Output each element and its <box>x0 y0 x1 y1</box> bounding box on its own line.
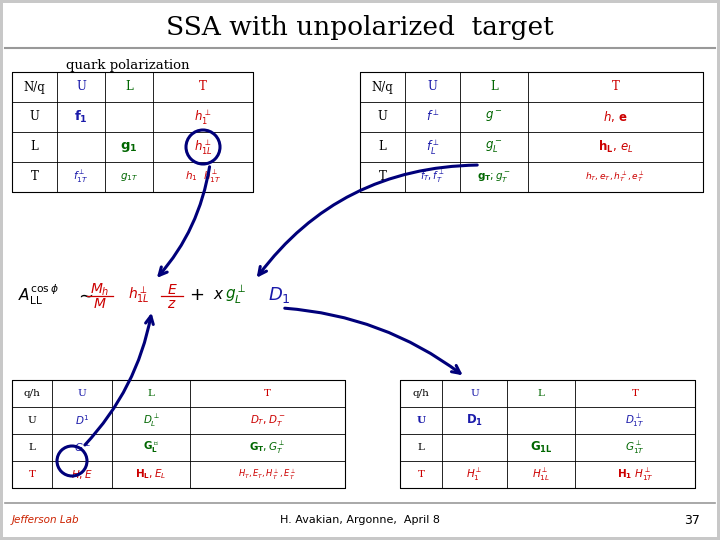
Text: $G_{1T}^\perp$: $G_{1T}^\perp$ <box>625 440 645 456</box>
Text: U: U <box>30 111 40 124</box>
Text: q/h: q/h <box>413 389 429 398</box>
Text: quark polarization: quark polarization <box>66 58 190 71</box>
Text: U: U <box>377 111 387 124</box>
Text: $\mathbf{g_1}$: $\mathbf{g_1}$ <box>120 140 138 154</box>
Text: $z$: $z$ <box>167 297 177 311</box>
Text: T: T <box>29 470 35 479</box>
Text: T: T <box>264 389 271 398</box>
Text: T: T <box>418 470 425 479</box>
Text: $\mathbf{G_T},G_T^\perp$: $\mathbf{G_T},G_T^\perp$ <box>249 440 286 456</box>
Text: N/q: N/q <box>24 80 45 93</box>
Text: $h_1^\perp$: $h_1^\perp$ <box>194 108 212 126</box>
Text: U: U <box>470 389 479 398</box>
Text: $h_{1L}^\perp$: $h_{1L}^\perp$ <box>128 285 150 305</box>
Text: $\mathbf{g_T};g_T^-$: $\mathbf{g_T};g_T^-$ <box>477 170 511 184</box>
Text: $D_L^\perp$: $D_L^\perp$ <box>143 413 159 429</box>
Bar <box>12 72 253 192</box>
Text: $f_L^\perp$: $f_L^\perp$ <box>426 138 439 156</box>
Text: 37: 37 <box>684 514 700 526</box>
Text: $M$: $M$ <box>93 297 107 311</box>
Text: $D_1$: $D_1$ <box>268 285 291 305</box>
Text: q/h: q/h <box>24 389 40 398</box>
FancyArrowPatch shape <box>285 308 460 373</box>
Text: T: T <box>611 80 619 93</box>
Text: $M_h$: $M_h$ <box>90 282 109 298</box>
Text: $\mathbf{G_{1L}}$: $\mathbf{G_{1L}}$ <box>530 440 552 455</box>
Text: $f_T,f_T^\perp$: $f_T,f_T^\perp$ <box>420 169 445 185</box>
Text: H. Avakian, Argonne,  April 8: H. Avakian, Argonne, April 8 <box>280 515 440 525</box>
Text: $H,E$: $H,E$ <box>71 468 93 481</box>
Text: $\mathbf{h_L},\,e_L$: $\mathbf{h_L},\,e_L$ <box>598 139 633 155</box>
Text: L: L <box>418 443 424 452</box>
Text: $H_{1L}^\perp$: $H_{1L}^\perp$ <box>532 467 550 483</box>
Text: L: L <box>125 80 133 93</box>
Text: $\mathbf{H_1}\ H_{1T}^\perp$: $\mathbf{H_1}\ H_{1T}^\perp$ <box>616 467 654 483</box>
Text: Jefferson Lab: Jefferson Lab <box>12 515 80 525</box>
Text: $h,\,\mathbf{e}$: $h,\,\mathbf{e}$ <box>603 110 628 125</box>
Text: $G^\perp$: $G^\perp$ <box>73 441 91 454</box>
Text: SSA with unpolarized  target: SSA with unpolarized target <box>166 16 554 40</box>
FancyArrowPatch shape <box>258 165 477 275</box>
Text: L: L <box>31 140 38 153</box>
Text: $h_1\ \ h_{1T}^\perp$: $h_1\ \ h_{1T}^\perp$ <box>185 169 221 185</box>
Bar <box>12 380 345 488</box>
Text: $A_{\rm LL}^{\cos\phi}$: $A_{\rm LL}^{\cos\phi}$ <box>18 282 59 307</box>
Text: N/q: N/q <box>372 80 393 93</box>
Text: L: L <box>148 389 154 398</box>
FancyArrowPatch shape <box>85 316 153 445</box>
Text: U: U <box>416 416 426 425</box>
Text: T: T <box>30 171 38 184</box>
Text: T: T <box>199 80 207 93</box>
Text: L: L <box>538 389 544 398</box>
Text: T: T <box>379 171 387 184</box>
Text: $h_{1L}^\perp$: $h_{1L}^\perp$ <box>194 138 212 156</box>
Text: L: L <box>379 140 387 153</box>
Text: U: U <box>78 389 86 398</box>
Text: $g_L^-$: $g_L^-$ <box>485 139 503 154</box>
Text: U: U <box>76 80 86 93</box>
Text: L: L <box>29 443 35 452</box>
Bar <box>400 380 695 488</box>
Text: $x$: $x$ <box>213 288 225 302</box>
Text: $g_L^\perp$: $g_L^\perp$ <box>225 284 246 306</box>
Text: $\mathbf{D_1}$: $\mathbf{D_1}$ <box>466 413 483 428</box>
Text: $D^1$: $D^1$ <box>75 414 89 427</box>
Text: $g_{1T}$: $g_{1T}$ <box>120 171 138 183</box>
Text: $f^\perp$: $f^\perp$ <box>426 110 439 124</box>
Text: L: L <box>490 80 498 93</box>
Text: T: T <box>631 389 639 398</box>
FancyArrowPatch shape <box>159 167 210 275</box>
Text: $g^-$: $g^-$ <box>485 110 503 124</box>
Bar <box>360 72 703 192</box>
Text: $f_{1T}^\perp$: $f_{1T}^\perp$ <box>73 169 89 185</box>
Text: $H_T,E_T,H_T^\perp,E_T^\perp$: $H_T,E_T,H_T^\perp,E_T^\perp$ <box>238 468 297 482</box>
Text: U: U <box>428 80 438 93</box>
Text: $H_1^\perp$: $H_1^\perp$ <box>466 467 483 483</box>
Text: $+$: $+$ <box>189 286 204 304</box>
Text: $D_{1T}^\perp$: $D_{1T}^\perp$ <box>625 413 644 429</box>
Text: $E$: $E$ <box>166 283 177 297</box>
Text: U: U <box>27 416 37 425</box>
Text: $\sim$: $\sim$ <box>75 286 94 304</box>
Text: $\mathbf{H_L},E_L$: $\mathbf{H_L},E_L$ <box>135 468 166 481</box>
Text: $h_T,e_T,h_T^\perp,e_T^\perp$: $h_T,e_T,h_T^\perp,e_T^\perp$ <box>585 170 646 185</box>
Text: $D_T,D_T^-$: $D_T,D_T^-$ <box>250 413 285 428</box>
Text: $\mathbf{G_L^\perp}$: $\mathbf{G_L^\perp}$ <box>143 440 159 455</box>
Text: $\mathbf{f_1}$: $\mathbf{f_1}$ <box>74 109 88 125</box>
